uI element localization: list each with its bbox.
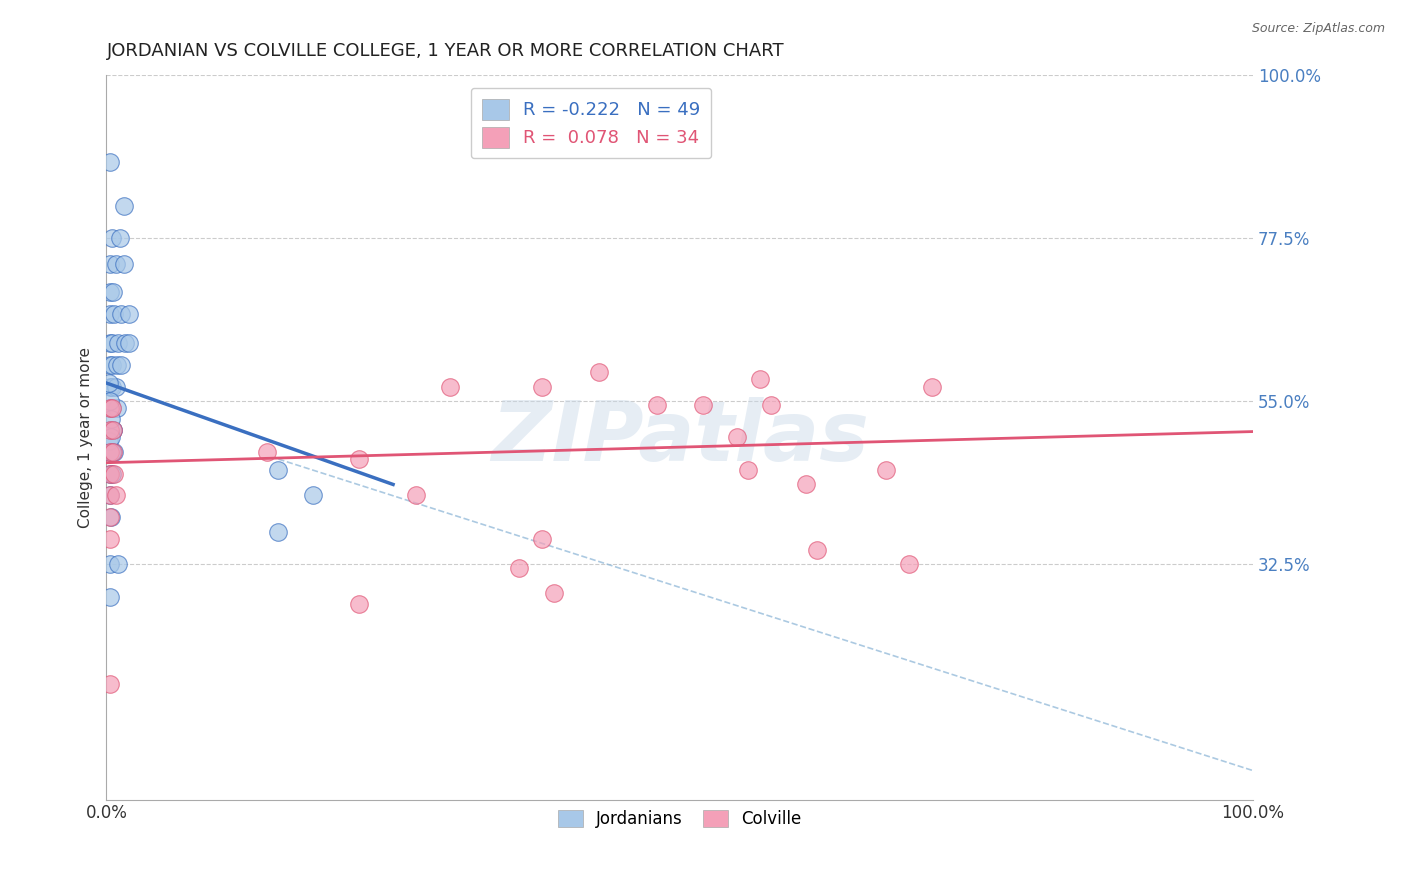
Point [101,231,124,245]
Point [98,285,121,300]
Point [98,379,121,393]
Point [100,510,122,524]
Point [98,358,121,372]
Text: JORDANIAN VS COLVILLE COLLEGE, 1 YEAR OR MORE CORRELATION CHART: JORDANIAN VS COLVILLE COLLEGE, 1 YEAR OR… [107,42,785,60]
Point [103,307,125,321]
Point [105,358,128,372]
Point [97,376,120,390]
Point [104,256,127,270]
Point [301,488,323,502]
Point [101,401,124,416]
Point [267,463,290,477]
Point [98,590,121,604]
Text: Source: ZipAtlas.com: Source: ZipAtlas.com [1251,22,1385,36]
Point [737,463,759,477]
Point [107,336,129,351]
Point [103,423,125,437]
Point [98,467,121,481]
Point [107,557,129,571]
Point [98,488,121,502]
Point [98,423,121,437]
Point [101,358,124,372]
Point [103,445,125,459]
Point [897,557,920,571]
Point [98,532,121,546]
Point [98,155,121,169]
Point [98,557,121,571]
Point [508,560,530,574]
Point [531,379,554,393]
Point [875,463,897,477]
Legend: Jordanians, Colville: Jordanians, Colville [551,803,808,835]
Point [114,336,136,351]
Point [101,467,124,481]
Point [103,423,125,437]
Point [104,488,127,502]
Point [531,532,554,546]
Point [110,307,132,321]
Point [725,430,748,444]
Point [256,445,278,459]
Point [645,398,668,412]
Point [692,398,714,412]
Point [103,467,125,481]
Point [98,423,121,437]
Point [439,379,461,393]
Point [794,477,817,491]
Point [921,379,943,393]
Point [761,398,783,412]
Point [405,488,427,502]
Point [103,285,125,300]
Point [101,379,124,393]
Point [588,365,610,379]
Y-axis label: College, 1 year or more: College, 1 year or more [79,347,93,528]
Point [347,597,370,611]
Point [98,676,121,690]
Point [101,401,124,416]
Point [100,430,122,444]
Point [98,488,121,502]
Point [104,379,127,393]
Point [112,256,135,270]
Point [98,256,121,270]
Point [112,198,135,212]
Point [98,445,121,459]
Point [98,510,121,524]
Point [748,372,770,386]
Point [100,412,122,426]
Point [98,307,121,321]
Point [103,445,125,459]
Point [267,524,290,539]
Point [98,467,121,481]
Point [347,452,370,467]
Point [98,401,121,416]
Text: ZIPatlas: ZIPatlas [491,397,869,478]
Point [110,358,132,372]
Point [101,336,124,351]
Point [103,423,125,437]
Point [543,586,565,600]
Point [110,231,132,245]
Point [105,401,128,416]
Point [118,307,141,321]
Point [97,434,120,448]
Point [98,394,121,409]
Point [98,336,121,351]
Point [806,542,828,557]
Point [98,445,121,459]
Point [118,336,141,351]
Point [101,445,124,459]
Point [98,401,121,416]
